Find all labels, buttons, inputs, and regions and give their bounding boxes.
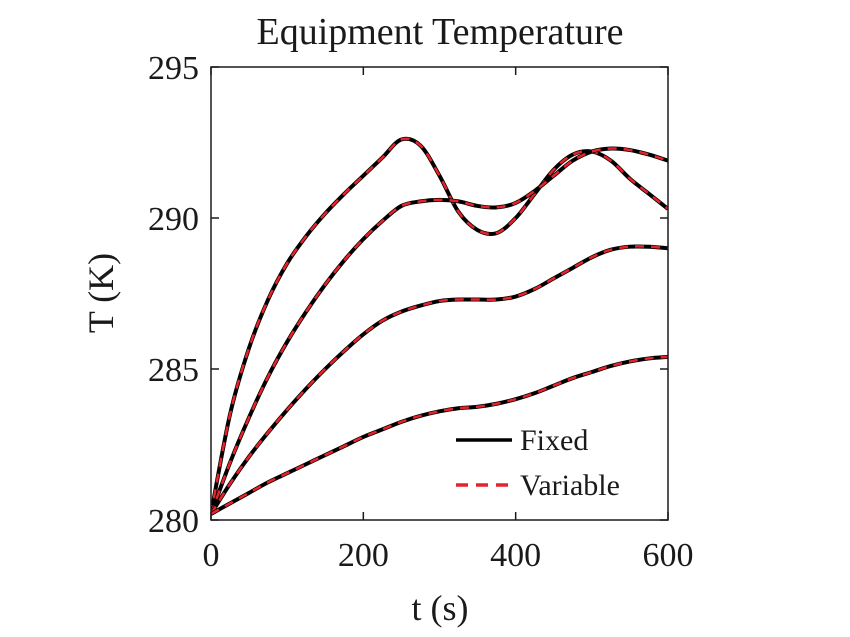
plot-lines [211,136,668,516]
variable-line-3 [211,245,668,515]
variable-line-4 [211,355,668,516]
variable-line-2 [211,147,668,515]
y-axis-label: T (K) [81,253,121,333]
variable-line-1 [211,137,668,515]
x-tick-label: 400 [490,537,541,574]
legend: Fixed Variable [456,424,620,502]
legend-label-variable: Variable [520,469,620,502]
y-tick-label: 285 [148,352,199,389]
fixed-line-2 [211,146,668,515]
y-tick-label: 280 [148,503,199,540]
y-tick-label: 290 [148,201,199,238]
x-tick-label: 600 [643,537,694,574]
x-axis-label: t (s) [412,588,469,628]
legend-label-fixed: Fixed [520,424,588,457]
fixed-line-1 [211,136,668,515]
x-tick-label: 0 [203,537,220,574]
y-axis: 280 285 290 295 [148,50,668,540]
chart-title: Equipment Temperature [256,11,623,53]
x-tick-label: 200 [338,537,389,574]
y-tick-label: 295 [148,50,199,87]
x-axis: 0 200 400 600 [203,67,694,574]
axes-box [210,66,669,521]
